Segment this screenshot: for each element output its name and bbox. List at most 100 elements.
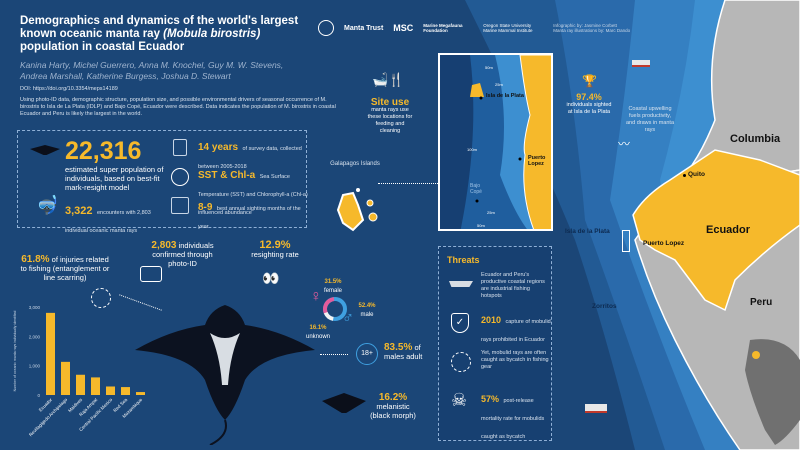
adult-value: 83.5% [384, 342, 413, 353]
male-label: male [360, 312, 374, 318]
encounters: 3,322 encounters with 2,803 individual o… [65, 205, 151, 234]
bycatch-net-icon [451, 352, 471, 372]
y-tick-label: 2,000 [29, 334, 41, 339]
depth-label: 50m [485, 65, 493, 70]
doi-link[interactable]: DOI: https://doi.org/10.3354/meps14189 [20, 86, 118, 92]
depth-label: 100m [467, 147, 478, 152]
male-value: 52.4% [358, 303, 376, 309]
waves-icon: 〰 [618, 137, 631, 151]
authors: Kanina Harty, Michel Guerrero, Anna M. K… [20, 60, 284, 81]
logo-osu: Oregon State University Marine Mammal In… [483, 23, 533, 33]
adult-text: of males adult [384, 343, 423, 361]
threat-text: Ecuador and Peru's productive coastal re… [481, 272, 545, 299]
bar-central-pacific-mexico [106, 386, 115, 395]
logo-circle-icon [318, 20, 334, 36]
sighting-months: 8-9 best annual sighting months of the y… [198, 202, 301, 230]
sighted-text: individuals sighted at Isla de la Plata [566, 102, 612, 115]
inset-map: Isla de la Plata Puerto Lopez Bajo Copé … [438, 53, 553, 231]
inset-bajo-cope-label: Bajo Copé [470, 183, 482, 195]
threats-title: Threats [447, 255, 480, 265]
bar-maldives [76, 374, 85, 395]
galapagos-islands [336, 188, 378, 232]
summary: Using photo-ID data, demographic structu… [20, 97, 336, 117]
inset-marker [622, 230, 630, 252]
bar-mozambique [136, 392, 145, 395]
threat-text: Yet, mobulid rays are often caught as by… [481, 350, 549, 370]
camera-icon [140, 266, 162, 282]
bar-raja-ampat [91, 377, 100, 395]
photoid-callout: 2,803 individuals confirmed through phot… [151, 240, 214, 269]
trawler-icon [449, 281, 473, 287]
logo-mmf: Marine Megafauna Foundation [423, 23, 463, 33]
unknown-value: 16.1% [309, 325, 327, 331]
black-morph-manta-icon [322, 393, 366, 413]
population-text: estimated super population of individual… [65, 165, 164, 192]
quito-marker [683, 174, 686, 177]
page-title: Demographics and dynamics of the world's… [20, 15, 299, 53]
diver-icon: 🤿 [36, 195, 59, 215]
threat-value: 57% [481, 394, 500, 404]
y-tick-label: 3,000 [29, 305, 41, 310]
threat-text: capture of mobulid rays prohibited in Ec… [481, 319, 551, 343]
y-axis-label: Number of oceanic manta rays individuall… [13, 311, 17, 392]
sighted-value: 97.4% [576, 92, 602, 102]
resighting-callout: 12.9% resighting rate [251, 239, 299, 260]
peru-label: Peru [750, 297, 773, 308]
female-icon: ♀ [310, 288, 322, 305]
bath-cutlery-icon: 🛁🍴 [372, 72, 405, 87]
credits: Infographic by: Jasmine Corbett Manta ra… [553, 23, 631, 33]
fishing-boat-icon [585, 404, 607, 413]
melanistic-text: melanistic (black morph) [370, 402, 416, 420]
depth-label: 25m [495, 82, 503, 87]
depth-label: 50m [477, 223, 485, 228]
trophy-icon: 🏆 [582, 74, 597, 88]
bar-red-sea [121, 387, 130, 395]
shield-check-icon: ✓ [451, 313, 469, 333]
logo-manta-trust: Manta Trust [344, 24, 384, 32]
melanistic-value: 16.2% [378, 392, 408, 403]
inset-isla-plata-label: Isla de la Plata [486, 93, 524, 99]
y-tick-label: 0 [37, 393, 40, 398]
galapagos-label: Galapagos Islands [330, 161, 380, 167]
depth-label: 25m [487, 210, 495, 215]
bar-revillagigedo-archipelago [61, 361, 70, 395]
bar-ecuador [46, 312, 55, 395]
zorritos-label: Zorritos [592, 303, 617, 310]
skull-crossbones-icon: ☠ [451, 390, 468, 410]
injuries-callout: 61.8% of injuries related to fishing (en… [20, 254, 110, 283]
years: 14 years of survey data, collected betwe… [198, 142, 302, 170]
bar-chart: Number of oceanic manta rays individuall… [13, 305, 145, 437]
calendar-icon [171, 197, 189, 214]
sex-ratio-donut [323, 297, 347, 321]
clipboard-icon [173, 139, 187, 156]
upwelling-text: Coastal upwelling fuels productivity, an… [626, 106, 674, 133]
land-ecuador [632, 149, 800, 312]
threat-value: 2010 [481, 315, 502, 325]
key-stats-box: 22,316 estimated super population of ind… [17, 130, 308, 234]
threats-panel: Threats Ecuador and Peru's productive co… [438, 246, 552, 441]
puerto-lopez-label: Puerto Lopez [643, 240, 685, 247]
fishing-boat-icon [632, 60, 650, 67]
isla-plata-label: Isla de la Plata [565, 228, 610, 235]
net-icon [91, 288, 111, 308]
female-value: 31.5% [324, 279, 342, 285]
manta-ray-illustration [135, 305, 315, 445]
logos: Manta Trust MSC Marine Megafauna Foundat… [318, 20, 633, 36]
ecuador-coast-map [465, 0, 800, 450]
y-tick-label: 1,000 [29, 364, 41, 369]
ecuador-label: Ecuador [706, 224, 751, 236]
columbia-label: Columbia [730, 133, 781, 145]
inset-puerto-lopez-label: Puerto Lopez [528, 155, 546, 167]
threat-text: post-release mortality rate for mobulids… [481, 398, 545, 440]
manta-icon [30, 145, 60, 155]
population-value: 22,316 [65, 137, 142, 165]
inset-land [519, 55, 551, 229]
connector [320, 354, 348, 355]
female-label: female [323, 288, 342, 294]
sst-chla: SST & Chl-a Sea Surface Temperature (SST… [198, 170, 308, 216]
site-use-text: manta rays use these locations for feedi… [367, 107, 413, 134]
unknown-label: unknown [305, 334, 331, 340]
quito-label: Quito [688, 171, 705, 178]
connector [378, 183, 438, 184]
binoculars-icon: 👀 [262, 270, 280, 286]
